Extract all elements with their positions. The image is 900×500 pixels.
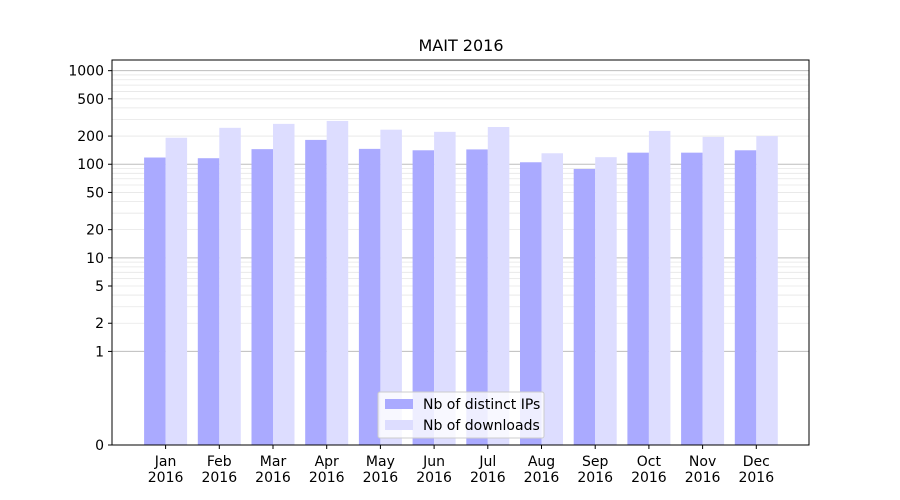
bar-downloads [380, 129, 402, 445]
bar-distinct-ips [681, 152, 703, 445]
chart-title: MAIT 2016 [418, 36, 503, 55]
x-tick-label: Apr 2016 [309, 454, 345, 486]
x-tick-label: Jan 2016 [148, 454, 184, 486]
x-axis: Jan 2016 Feb 2016 Mar 2016 Apr 2016 May 2016 Jun 20… [148, 445, 774, 486]
bar-distinct-ips [627, 152, 649, 445]
bar-distinct-ips [573, 168, 596, 445]
y-tick-label: 1 [95, 344, 104, 360]
bar-downloads [702, 136, 725, 446]
bar-distinct-ips [520, 162, 542, 446]
y-axis: 0 1 2 5 10 20 50 100 200 500 1000 [68, 64, 112, 454]
y-tick-label: 5 [95, 279, 104, 295]
bars [144, 120, 778, 446]
bar-distinct-ips [251, 149, 273, 445]
y-tick-label: 10 [86, 251, 104, 267]
y-tick-label: 200 [77, 129, 104, 145]
bar-downloads [165, 137, 188, 445]
legend-box [377, 391, 545, 439]
legend-label-distinct-ips: Nb of distinct IPs [423, 397, 540, 413]
x-tick-label: Oct 2016 [631, 454, 667, 486]
bar-distinct-ips [305, 139, 327, 445]
x-tick-label: Feb 2016 [201, 454, 237, 486]
bar-distinct-ips [197, 158, 220, 446]
y-tick-label: 50 [86, 185, 104, 201]
y-tick-label: 2 [95, 316, 104, 332]
bar-downloads [219, 127, 241, 445]
legend-swatch-downloads [385, 420, 413, 430]
x-tick-label: May 2016 [363, 454, 399, 486]
x-tick-label: Jun 2016 [416, 454, 452, 486]
y-tick-label: 1000 [68, 64, 104, 80]
bar-downloads [273, 123, 295, 445]
x-tick-label: Mar 2016 [255, 454, 291, 486]
legend-swatch-distinct-ips [385, 399, 413, 409]
x-tick-label: Nov 2016 [685, 454, 721, 486]
y-tick-label: 20 [86, 223, 104, 239]
x-tick-label: Dec 2016 [738, 454, 774, 486]
bar-downloads [487, 127, 510, 445]
bar-downloads [595, 157, 617, 445]
y-tick-label: 100 [77, 157, 104, 173]
x-tick-label: Sep 2016 [577, 454, 613, 486]
y-tick-label: 500 [77, 92, 104, 108]
legend: Nb of distinct IPs Nb of downloads [377, 391, 545, 439]
x-tick-label: Aug 2016 [524, 454, 560, 486]
bar-distinct-ips [466, 149, 488, 445]
bar-distinct-ips [412, 150, 435, 445]
bar-distinct-ips [734, 150, 757, 445]
bar-downloads [541, 153, 563, 445]
bar-distinct-ips [144, 157, 166, 445]
bar-downloads [648, 130, 671, 445]
x-tick-label: Jul 2016 [470, 454, 506, 486]
bar-downloads [326, 120, 349, 445]
bar-downloads [434, 131, 456, 445]
legend-label-downloads: Nb of downloads [423, 418, 540, 434]
plot-area [111, 59, 810, 446]
bar-distinct-ips [358, 148, 381, 445]
bar-downloads [756, 136, 778, 446]
y-tick-label: 0 [95, 438, 104, 454]
